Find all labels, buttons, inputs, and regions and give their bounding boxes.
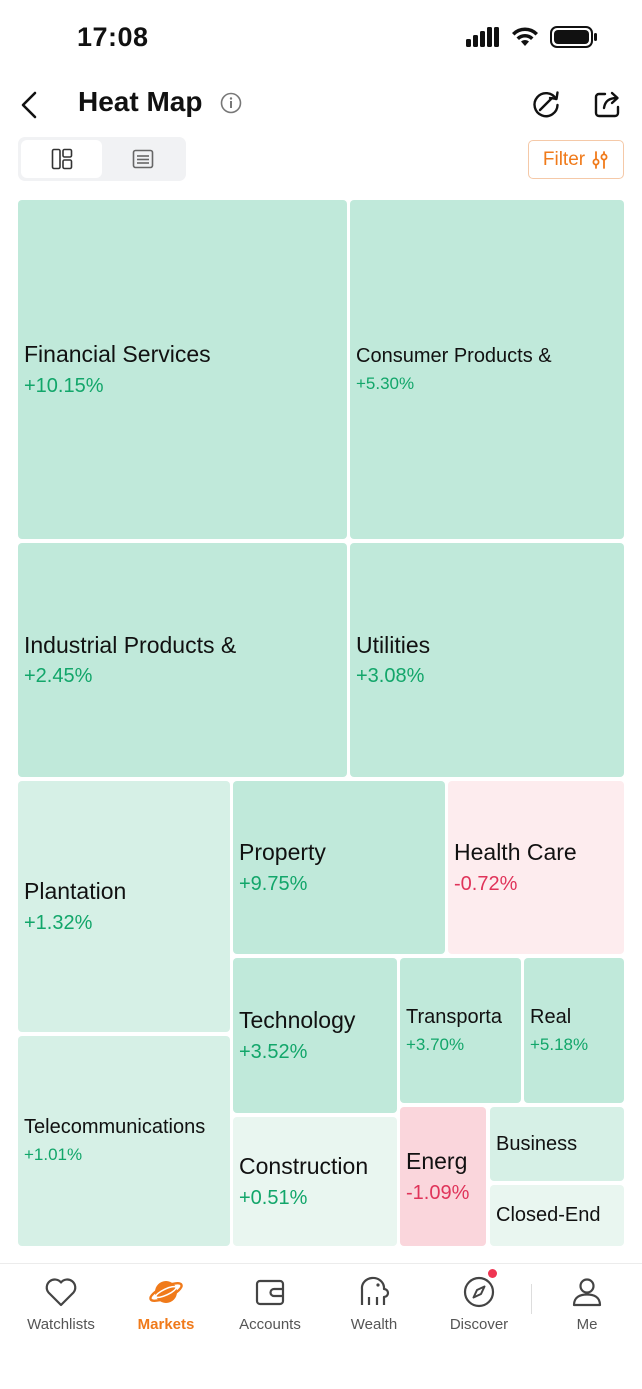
heatmap-tile-real-estate[interactable]: Real +5.18% [524, 958, 624, 1103]
heatmap-tile-health-care[interactable]: Health Care -0.72% [448, 781, 624, 954]
heatmap-tile-industrial-products[interactable]: Industrial Products & +2.45% [18, 543, 347, 777]
tile-change: +5.18% [530, 1034, 589, 1054]
tab-label: Watchlists [27, 1316, 95, 1333]
tab-discover[interactable]: Discover [427, 1269, 531, 1333]
tile-change: +0.51% [239, 1186, 308, 1209]
heatmap-tile-financial-services[interactable]: Financial Services +10.15% [18, 200, 347, 539]
tab-accounts[interactable]: Accounts [218, 1274, 322, 1333]
tile-name: Construction [239, 1153, 369, 1180]
sliders-icon [592, 150, 608, 169]
tile-name: Real [530, 1005, 572, 1028]
list-view-toggle[interactable] [102, 140, 183, 178]
heatmap-tile-property[interactable]: Property +9.75% [233, 781, 445, 954]
tile-name: Telecommunications [24, 1116, 206, 1139]
heatmap-tile-closed-end[interactable]: Closed-End [490, 1185, 624, 1246]
tile-name: Transporta [406, 1005, 502, 1028]
heatmap-tile-consumer-products[interactable]: Consumer Products & +5.30% [350, 200, 624, 539]
bottom-tab-bar: Watchlists Markets Accounts [0, 1263, 642, 1389]
tile-change: -0.72% [454, 872, 518, 895]
cellular-signal-icon [466, 27, 499, 47]
tile-name: Utilities [356, 631, 431, 658]
tab-me[interactable]: Me [535, 1274, 639, 1333]
heatmap-tile-business[interactable]: Business [490, 1107, 624, 1181]
planet-icon [148, 1274, 184, 1310]
tile-name: Plantation [24, 878, 127, 905]
heatmap-tile-construction[interactable]: Construction +0.51% [233, 1117, 397, 1246]
tile-change: +10.15% [24, 374, 104, 397]
heatmap-tile-utilities[interactable]: Utilities +3.08% [350, 543, 624, 777]
tile-name: Business [496, 1132, 578, 1155]
tile-name: Technology [239, 1007, 356, 1034]
tab-label: Accounts [239, 1316, 301, 1333]
tile-name: Energ [406, 1148, 468, 1175]
status-icons [466, 25, 598, 49]
tab-watchlists[interactable]: Watchlists [9, 1274, 113, 1333]
info-button[interactable] [220, 92, 242, 114]
status-time: 17:08 [77, 22, 149, 52]
tile-name: Consumer Products & [356, 344, 552, 367]
tab-markets[interactable]: Markets [114, 1274, 218, 1333]
heatmap-tile-transportation[interactable]: Transporta +3.70% [400, 958, 521, 1103]
list-icon [132, 149, 153, 169]
share-icon [594, 91, 620, 118]
tab-wealth[interactable]: Wealth [322, 1274, 426, 1333]
piggy-bank-icon [356, 1274, 392, 1310]
tile-change: +1.01% [24, 1145, 83, 1165]
tile-change: +1.32% [24, 911, 93, 934]
grid-layout-icon [51, 148, 72, 170]
heatmap-tile-technology[interactable]: Technology +3.52% [233, 958, 397, 1113]
heatmap-tile-energy[interactable]: Energ -1.09% [400, 1107, 486, 1246]
tab-label: Wealth [350, 1316, 398, 1333]
tile-change: +3.08% [356, 665, 425, 688]
tile-change: +2.45% [24, 665, 93, 688]
user-icon [569, 1274, 605, 1310]
nav-header: Heat Map [0, 78, 642, 132]
compass-icon [461, 1269, 497, 1310]
wallet-icon [252, 1274, 288, 1310]
filter-label: Filter [542, 148, 586, 170]
battery-icon [550, 26, 597, 48]
wifi-icon [512, 27, 538, 46]
view-toggle [18, 137, 186, 181]
tile-change: +5.30% [356, 373, 415, 393]
heatmap-tile-telecommunications[interactable]: Telecommunications +1.01% [18, 1036, 230, 1246]
heatmap-tile-plantation[interactable]: Plantation +1.32% [18, 781, 230, 1032]
refresh-icon [533, 91, 559, 118]
tile-change: +3.70% [406, 1034, 465, 1054]
filter-button[interactable]: Filter [528, 140, 624, 179]
heart-icon [43, 1274, 79, 1310]
tab-label: Discover [449, 1316, 509, 1333]
tile-change: +3.52% [239, 1040, 308, 1063]
tile-name: Health Care [454, 839, 577, 866]
refresh-button[interactable] [530, 88, 562, 120]
back-button[interactable] [14, 86, 44, 124]
notification-dot [488, 1269, 497, 1278]
tile-name: Closed-End [496, 1204, 601, 1226]
info-icon [220, 92, 242, 114]
status-bar: 17:08 [0, 0, 642, 78]
tile-name: Industrial Products & [24, 631, 237, 658]
tile-name: Financial Services [24, 341, 211, 368]
share-button[interactable] [591, 88, 623, 120]
tab-label: Markets [137, 1316, 195, 1333]
tile-change: +9.75% [239, 872, 308, 895]
page-title: Heat Map [78, 86, 203, 117]
tab-label: Me [576, 1316, 598, 1333]
tile-change: -1.09% [406, 1181, 470, 1204]
tab-divider [531, 1284, 532, 1314]
tile-name: Property [239, 839, 326, 866]
chevron-left-icon [21, 91, 37, 119]
heatmap-view-toggle[interactable] [21, 140, 102, 178]
